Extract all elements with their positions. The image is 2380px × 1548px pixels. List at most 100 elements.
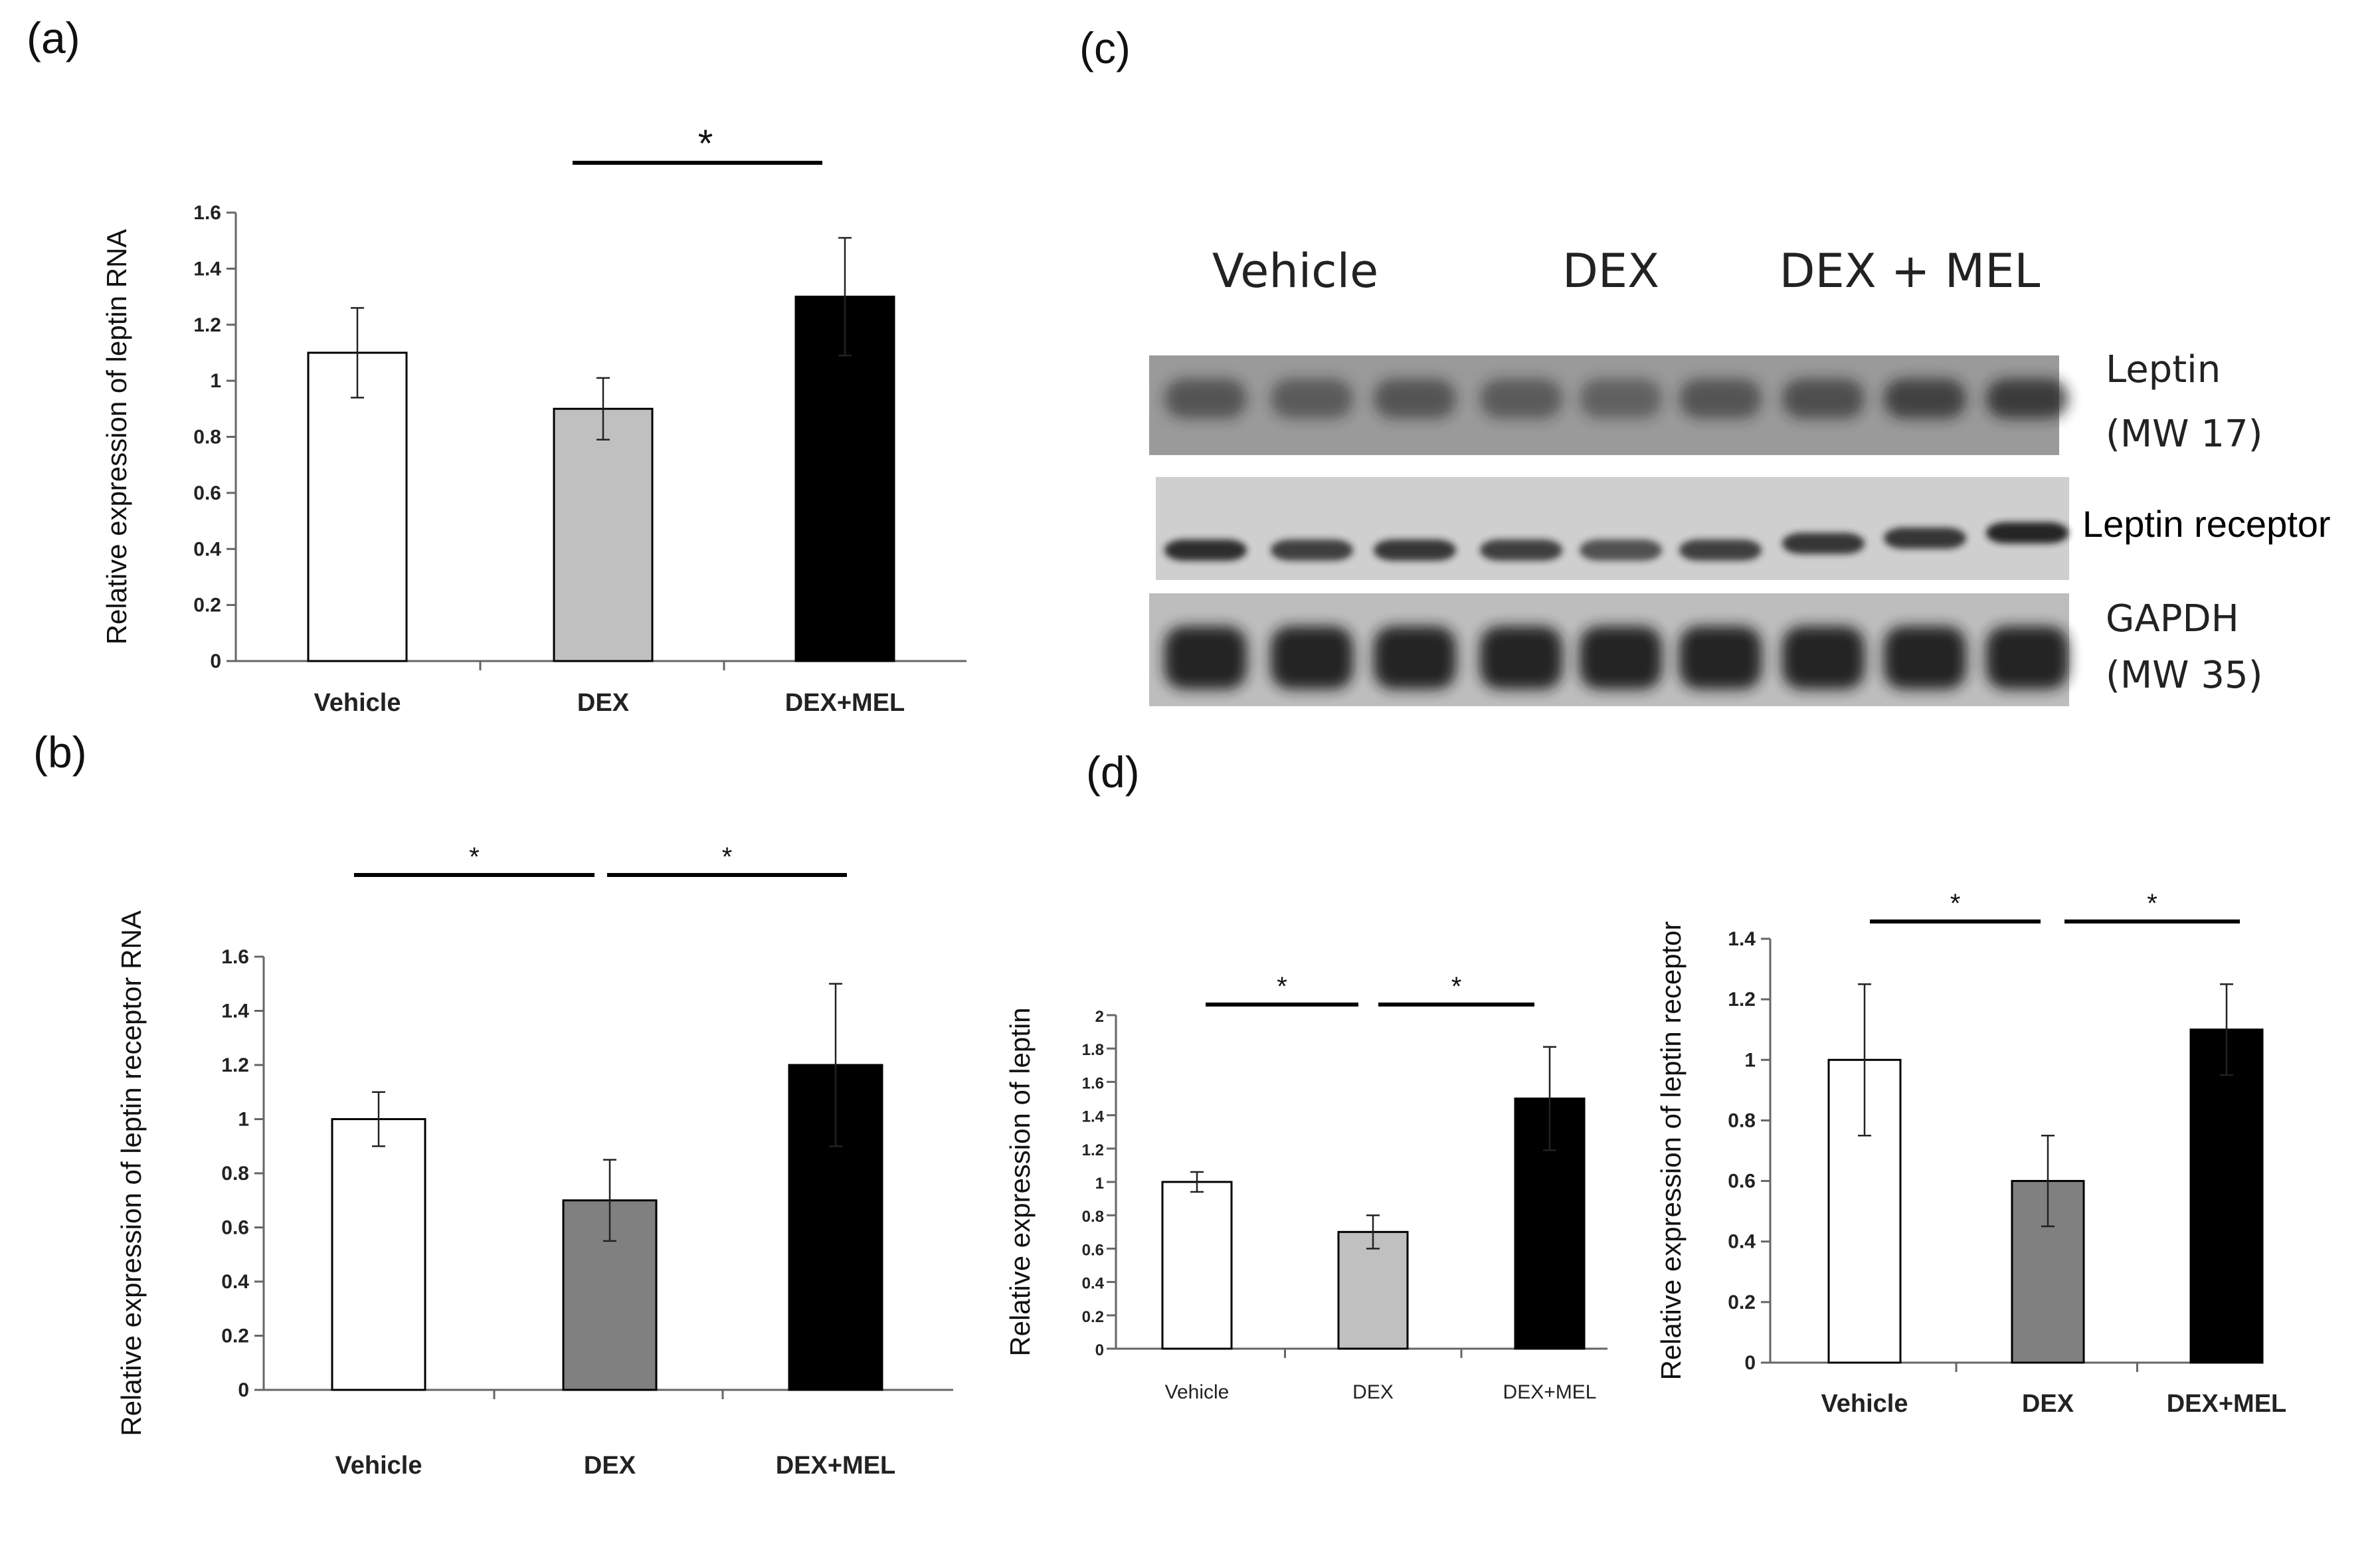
- blot-band: [1884, 379, 1966, 419]
- bar-dex-mel: [2189, 1028, 2264, 1364]
- y-tick-label: 0.6: [1082, 1241, 1104, 1259]
- panel-label-c: (c): [1079, 23, 1131, 72]
- blot-band: [1480, 379, 1562, 419]
- western-blot: Vehicle DEX DEX + MEL Leptin (MW 17) Leptin …: [1149, 244, 2331, 706]
- blot-group-label: DEX + MEL: [1780, 244, 2041, 298]
- blot-row-sublabel: (MW 35): [2106, 654, 2262, 697]
- bar-dex: [553, 407, 654, 662]
- y-tick-label: 1.6: [193, 202, 221, 224]
- y-tick-label: 0.6: [193, 482, 221, 504]
- y-axis-label: Relative expression of leptin: [1004, 1007, 1036, 1356]
- chart-b: 0 0.2 0.4 0.6 0.8 1 1.2 1.4 1.6 Vehicle DEX DEX+MEL…: [116, 842, 953, 1480]
- panel-label-b: (b): [33, 727, 87, 777]
- blot-group-label: DEX: [1562, 244, 1659, 298]
- blot-band: [1782, 379, 1865, 419]
- blot-group-label: Vehicle: [1212, 244, 1378, 298]
- blot-band: [1164, 539, 1247, 561]
- y-tick-label: 2: [1095, 1008, 1104, 1026]
- y-tick-label: 0: [210, 650, 221, 672]
- blot-group-labels: Vehicle DEX DEX + MEL: [1212, 244, 2041, 298]
- blot-row-label: Leptin: [2106, 348, 2221, 391]
- y-tick-label: 0.2: [1082, 1308, 1104, 1326]
- blot-band: [1580, 539, 1662, 561]
- significance-star: *: [2147, 889, 2157, 918]
- y-tick-label: 1.6: [1082, 1074, 1104, 1092]
- y-tick-label: 1.4: [1728, 928, 1756, 950]
- blot-band: [1164, 379, 1247, 419]
- x-category-label: DEX+MEL: [2167, 1390, 2287, 1418]
- x-category-label: DEX: [1352, 1381, 1394, 1403]
- blot-band: [1164, 626, 1247, 690]
- blot-row-label: GAPDH: [2106, 597, 2239, 640]
- x-category-label: DEX+MEL: [785, 689, 905, 717]
- y-tick-label: 0: [1095, 1341, 1104, 1359]
- x-category-label: Vehicle: [1165, 1381, 1230, 1403]
- panel-label-a: (a): [27, 13, 80, 62]
- y-tick-label: 1: [210, 370, 221, 392]
- y-tick-label: 0.4: [221, 1271, 249, 1293]
- significance-star: *: [698, 122, 713, 165]
- x-category-label: DEX: [2022, 1390, 2074, 1418]
- blot-band: [1679, 539, 1762, 561]
- x-category-label: DEX+MEL: [776, 1452, 896, 1480]
- y-tick-label: 1.2: [193, 314, 221, 336]
- y-tick-label: 1.4: [1082, 1108, 1105, 1126]
- y-tick-label: 0: [238, 1379, 249, 1401]
- bar-vehicle: [331, 1118, 426, 1391]
- y-tick-label: 0: [1744, 1352, 1756, 1374]
- blot-strips: [1149, 355, 2069, 706]
- blot-band: [1986, 522, 2068, 543]
- x-category-label: Vehicle: [1821, 1390, 1908, 1418]
- y-tick-label: 1.4: [193, 258, 221, 280]
- blot-band: [1679, 626, 1762, 690]
- blot-band: [1782, 533, 1865, 554]
- y-tick-label: 1.8: [1082, 1041, 1104, 1059]
- significance-star: *: [469, 842, 480, 872]
- blot-band: [1679, 379, 1762, 419]
- blot-band: [1480, 539, 1562, 561]
- y-tick-label: 1.2: [1082, 1141, 1104, 1159]
- significance-star: *: [722, 842, 733, 872]
- y-tick-label: 0.8: [1082, 1208, 1104, 1226]
- x-category-label: DEX: [584, 1452, 636, 1480]
- y-tick-label: 0.8: [1728, 1110, 1756, 1131]
- y-tick-label: 1: [1744, 1049, 1756, 1071]
- y-tick-label: 1: [1095, 1175, 1104, 1193]
- y-tick-label: 1.6: [221, 946, 249, 968]
- y-axis-label: Relative expression of leptin receptor: [1655, 921, 1687, 1380]
- y-tick-label: 0.8: [193, 427, 221, 448]
- blot-band: [1986, 379, 2068, 419]
- chart-a: 0 0.2 0.4 0.6 0.8 1 1.2 1.4 1.6 Vehicle DEX DEX+MEL…: [101, 122, 966, 717]
- chart-d-right: 0 0.2 0.4 0.6 0.8 1 1.2 1.4 Vehicle DEX DEX+MEL Rel…: [1655, 889, 2286, 1418]
- y-axis-label: Relative expression of leptin receptor R…: [116, 910, 147, 1436]
- y-tick-label: 0.6: [221, 1217, 249, 1239]
- blot-band: [1884, 626, 1966, 690]
- blot-row-sublabel: (MW 17): [2106, 413, 2262, 456]
- y-tick-label: 0.2: [193, 595, 221, 617]
- blot-band: [1374, 539, 1456, 561]
- bar-vehicle: [1161, 1181, 1233, 1350]
- blot-row-label: Leptin receptor: [2082, 503, 2331, 545]
- x-category-label: DEX+MEL: [1503, 1381, 1597, 1403]
- y-tick-label: 0.2: [1728, 1292, 1756, 1313]
- significance-star: *: [1277, 972, 1287, 1001]
- y-tick-label: 1: [238, 1109, 249, 1131]
- blot-band: [1480, 626, 1562, 690]
- bar-dex: [1337, 1230, 1409, 1350]
- chart-d-left: 0 0.2 0.4 0.6 0.8 1 1.2 1.4 1.6 1.8 2 Vehicle DEX DEX…: [1004, 972, 1607, 1403]
- y-tick-label: 1.4: [221, 1001, 249, 1022]
- bar-vehicle: [307, 351, 408, 662]
- significance-star: *: [1950, 889, 1961, 918]
- blot-band: [1580, 379, 1662, 419]
- y-tick-label: 0.8: [221, 1163, 249, 1185]
- blot-band: [1884, 528, 1966, 549]
- y-tick-label: 0.2: [221, 1325, 249, 1347]
- panel-label-d: (d): [1086, 747, 1140, 797]
- blot-band: [1986, 626, 2068, 690]
- x-category-label: Vehicle: [314, 689, 401, 717]
- blot-row-labels: Leptin (MW 17) Leptin receptor GAPDH (MW 35): [2082, 348, 2331, 697]
- y-tick-label: 0.6: [1728, 1171, 1756, 1193]
- y-tick-label: 0.4: [1728, 1231, 1756, 1253]
- blot-band: [1374, 379, 1456, 419]
- y-tick-label: 1.2: [1728, 989, 1756, 1011]
